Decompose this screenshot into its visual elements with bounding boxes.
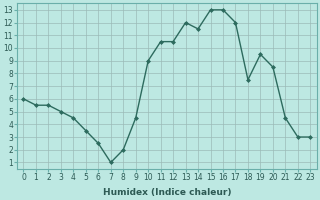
X-axis label: Humidex (Indice chaleur): Humidex (Indice chaleur) xyxy=(103,188,231,197)
